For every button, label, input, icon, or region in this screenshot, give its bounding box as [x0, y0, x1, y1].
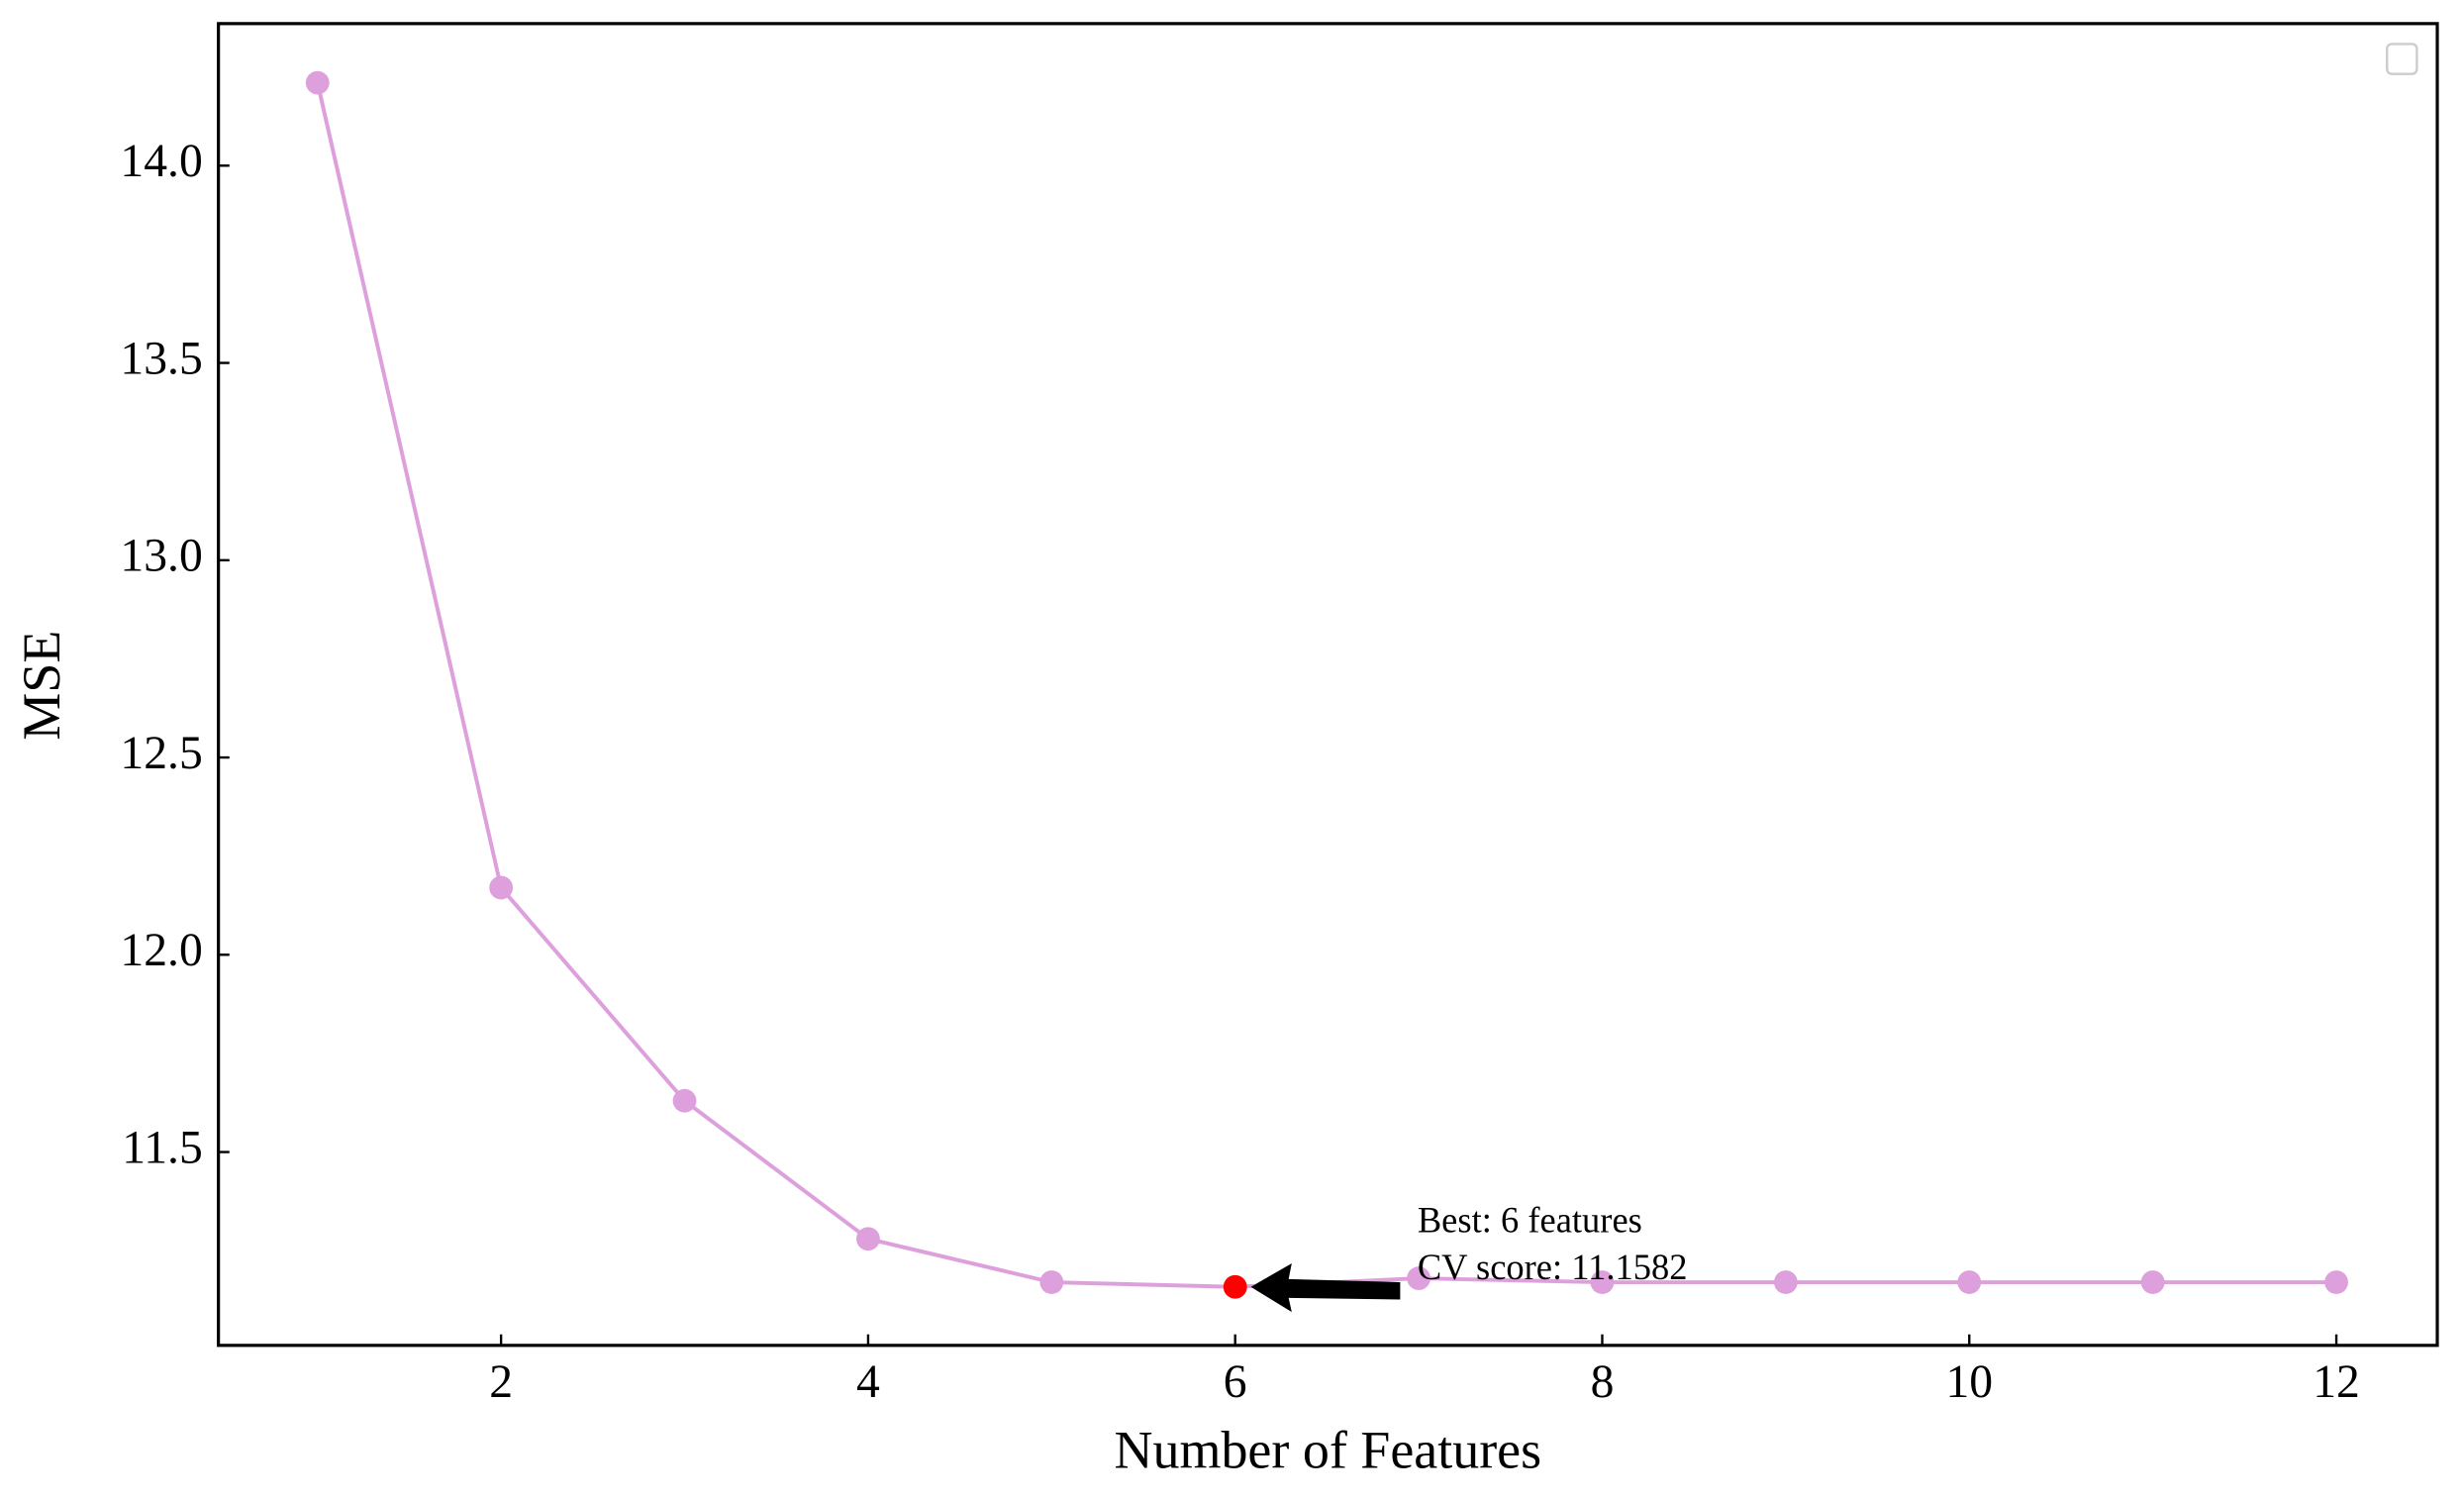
x-axis-label: Number of Features — [1115, 1420, 1542, 1479]
point — [1957, 1270, 1982, 1294]
point — [1773, 1270, 1798, 1294]
y-tick-label: 12.0 — [120, 925, 202, 976]
x-tick-label: 2 — [489, 1356, 513, 1408]
annotation-arrow — [1250, 1262, 1401, 1313]
series-line — [315, 82, 2337, 1289]
point — [1590, 1270, 1615, 1294]
y-tick-label: 13.5 — [120, 333, 202, 384]
point — [305, 70, 330, 95]
annotation-text: Best: 6 features — [1418, 1200, 1642, 1241]
point — [1407, 1266, 1431, 1290]
point — [489, 875, 514, 900]
plot-frame — [217, 22, 2439, 1348]
point — [2324, 1270, 2348, 1294]
y-tick-label: 12.5 — [120, 728, 202, 779]
point — [2140, 1270, 2165, 1294]
annotation-text: CV score: 11.1582 — [1418, 1247, 1688, 1287]
x-tick-label: 6 — [1224, 1356, 1247, 1408]
legend-box — [2386, 43, 2418, 75]
x-tick-label: 12 — [2313, 1356, 2360, 1408]
x-tick-label: 10 — [1945, 1356, 1993, 1408]
y-tick-label: 13.0 — [120, 531, 202, 582]
x-tick-label: 4 — [856, 1356, 880, 1408]
x-tick-label: 8 — [1591, 1356, 1615, 1408]
y-tick-label: 14.0 — [120, 136, 202, 187]
point — [672, 1088, 697, 1113]
point — [856, 1227, 880, 1251]
y-axis-label: MSE — [12, 631, 71, 741]
point — [1039, 1270, 1064, 1294]
best-point — [1223, 1274, 1247, 1299]
y-tick-label: 11.5 — [122, 1122, 203, 1173]
